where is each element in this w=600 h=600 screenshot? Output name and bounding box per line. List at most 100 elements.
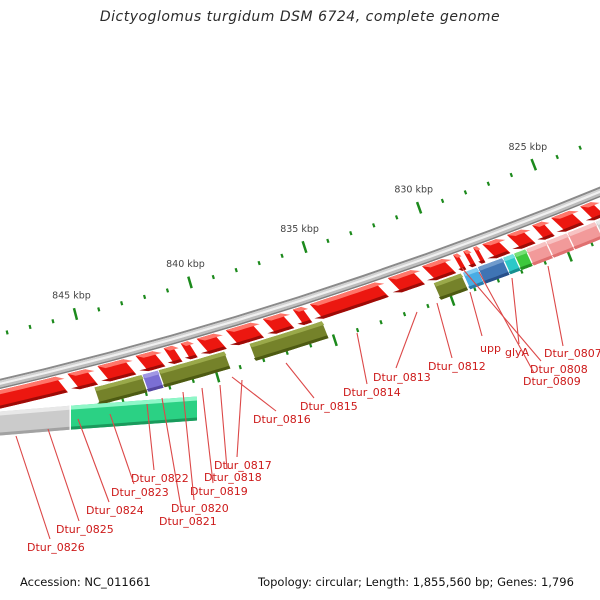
gene-label-dtur_0815[interactable]: Dtur_0815: [300, 400, 358, 413]
gene-highlight: [473, 246, 481, 251]
gene[interactable]: [309, 282, 389, 319]
gene-label-dtur_0817[interactable]: Dtur_0817: [214, 459, 272, 472]
gene-dtur_0815[interactable]: [249, 321, 329, 361]
gene-label-dtur_0825[interactable]: Dtur_0825: [56, 523, 114, 536]
gene-highlight: [482, 239, 506, 246]
gene-label-dtur_0826[interactable]: Dtur_0826: [27, 541, 85, 554]
gene-label-upp[interactable]: upp: [480, 342, 501, 355]
gene-label-dtur_0816[interactable]: Dtur_0816: [253, 413, 311, 426]
gene[interactable]: [180, 341, 198, 360]
gene-label-glya[interactable]: glyA: [505, 346, 530, 359]
gene-shadow: [101, 372, 137, 382]
ruler-tick-minor: [349, 230, 353, 236]
gene-label-dtur_0807[interactable]: Dtur_0807: [544, 347, 600, 360]
gene-highlight: [309, 282, 385, 306]
gene-label-dtur_0819[interactable]: Dtur_0819: [190, 485, 248, 498]
gene-label-dtur_0821[interactable]: Dtur_0821: [159, 515, 217, 528]
gene-highlight: [67, 369, 95, 376]
gene[interactable]: [0, 376, 68, 409]
gene[interactable]: [453, 253, 467, 271]
ruler-tick-label: 825 kbp: [509, 142, 548, 153]
label-leader-line: [511, 277, 520, 345]
ruler-tick-minor-inner: [144, 391, 148, 397]
gene-highlight: [196, 333, 223, 341]
ruler-tick-major: [415, 201, 423, 214]
gene-label-dtur_0809[interactable]: Dtur_0809: [523, 375, 581, 388]
ruler-tick-minor-inner: [238, 364, 242, 370]
ruler-tick-minor-inner: [121, 398, 125, 403]
gene[interactable]: [463, 249, 477, 268]
gene-label-dtur_0823[interactable]: Dtur_0823: [111, 486, 169, 499]
gene-shadow: [512, 241, 536, 249]
gene-highlight: [507, 229, 531, 236]
ruler-tick-minor-inner: [355, 327, 360, 333]
ruler-tick-minor: [440, 198, 445, 204]
gene-label-dtur_0820[interactable]: Dtur_0820: [171, 502, 229, 515]
gene[interactable]: [94, 375, 148, 405]
gene-dtur_0809-highlight: [526, 241, 548, 253]
label-leader-line: [47, 428, 80, 522]
gene-dtur_0808-shadow: [551, 247, 575, 258]
gene-shadow: [585, 214, 600, 221]
gene-glya-highlight: [514, 249, 528, 257]
gene-shadow: [556, 222, 584, 232]
ruler-tick-major: [187, 276, 193, 289]
ruler-tick-minor: [97, 307, 101, 312]
gene-shadow: [139, 364, 166, 372]
ruler-tick-major: [530, 158, 538, 171]
gene-label-dtur_0822[interactable]: Dtur_0822: [131, 472, 189, 485]
ruler-tick-minor: [555, 154, 559, 160]
gene[interactable]: [163, 345, 183, 364]
gene-shadow: [71, 382, 98, 390]
gene-dtur_0815-highlight: [249, 321, 325, 348]
gene-highlight: [453, 253, 462, 258]
ruler-tick-minor: [326, 238, 330, 244]
gene-upp-shadow: [483, 272, 510, 284]
gene-dtur_0812[interactable]: [433, 273, 468, 300]
gene-shadow: [508, 267, 521, 275]
ruler-tick-minor: [51, 319, 55, 324]
gene-shadow: [146, 384, 164, 392]
label-leader-line: [201, 387, 214, 484]
gene-highlight: [463, 249, 472, 255]
label-leader-line: [146, 403, 155, 471]
gene-shadow: [392, 282, 425, 293]
gene[interactable]: [158, 351, 231, 388]
gene-dtur_0812-highlight: [433, 273, 464, 287]
gene-label-dtur_0824[interactable]: Dtur_0824: [86, 504, 144, 517]
gene-upp-highlight: [477, 258, 505, 271]
ruler-tick-minor-inner: [168, 385, 172, 390]
ruler-tick-minor-inner: [308, 343, 313, 348]
gene-highlight: [262, 313, 291, 321]
gene-shadow: [200, 346, 227, 354]
ruler-tick-minor-inner: [191, 378, 195, 384]
label-leader-line: [77, 418, 110, 503]
gene-dtur_0807-shadow: [573, 236, 600, 250]
gene-shadow: [427, 271, 457, 281]
label-leader-line: [478, 271, 535, 374]
gene-highlight: [580, 202, 600, 208]
gene-label-dtur_0814[interactable]: Dtur_0814: [343, 386, 401, 399]
gene-shadow: [184, 354, 198, 360]
gene-shadow: [468, 263, 477, 268]
ruler-tick-minor: [372, 223, 376, 228]
gene-label-dtur_0808[interactable]: Dtur_0808: [530, 363, 588, 376]
gene[interactable]: [292, 306, 313, 325]
ruler-tick-major-inner: [214, 370, 221, 383]
gene[interactable]: [473, 246, 486, 264]
ruler-tick-minor: [5, 330, 9, 335]
label-leader-line: [231, 376, 277, 412]
gene-label-dtur_0813[interactable]: Dtur_0813: [373, 371, 431, 384]
ruler-tick-minor: [165, 288, 170, 293]
gene-label-dtur_0818[interactable]: Dtur_0818: [204, 471, 262, 484]
gene-label-dtur_0812[interactable]: Dtur_0812: [428, 360, 486, 373]
gene-highlight: [292, 306, 308, 312]
gene-dtur_0815-shadow: [253, 335, 329, 361]
label-leader-line: [436, 302, 453, 359]
label-leader-line: [285, 362, 315, 399]
ruler-tick-minor: [120, 301, 124, 306]
gene-shadow: [314, 294, 389, 319]
ruler-tick-label: 845 kbp: [52, 290, 91, 301]
